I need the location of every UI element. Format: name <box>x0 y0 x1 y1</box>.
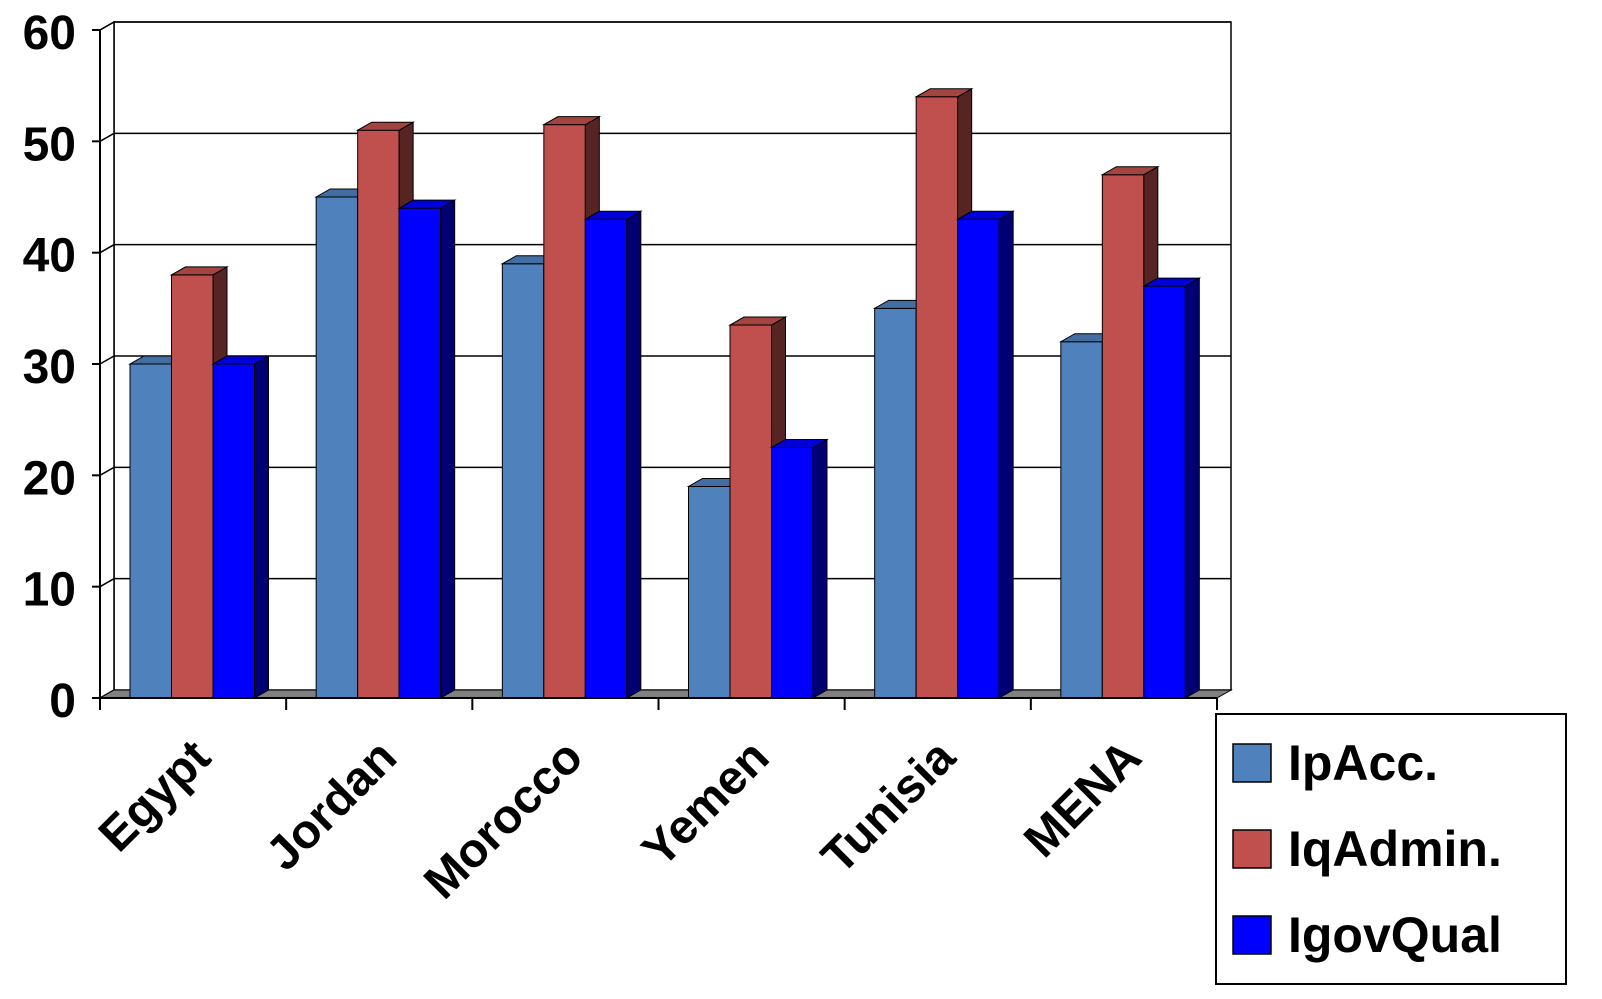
bar-side <box>998 210 1014 699</box>
x-tick-label: Morocco <box>414 730 593 909</box>
y-tick-labels: 0 10 20 30 40 50 60 <box>23 7 76 728</box>
bar-front <box>688 485 731 699</box>
x-tick-labels: Egypt Jordan Morocco Yemen Tunisia MENA <box>89 730 1152 909</box>
bar-front <box>915 96 959 699</box>
bar-top <box>1100 166 1160 176</box>
bar <box>1141 277 1202 699</box>
bar-side <box>440 199 456 699</box>
legend-label: IqAdmin. <box>1288 821 1502 877</box>
y-tick-label: 20 <box>23 452 76 505</box>
y-tick-label: 10 <box>23 564 76 617</box>
bar-front <box>315 196 359 699</box>
y-tick-label: 50 <box>23 118 76 171</box>
bar-top <box>583 210 643 220</box>
bar-top <box>169 266 229 276</box>
legend-item: IpAcc. <box>1232 735 1438 791</box>
bar-top <box>541 116 602 126</box>
gridline <box>99 577 1231 588</box>
legend-swatch <box>1232 743 1272 783</box>
gridline <box>99 466 1231 476</box>
bar-front <box>171 274 214 699</box>
bar-side <box>626 210 642 699</box>
legend-swatch <box>1232 915 1272 955</box>
legend-item: IgovQual <box>1232 907 1502 963</box>
bar-front <box>1101 174 1145 699</box>
x-tick-label: Tunisia <box>812 730 966 884</box>
bar-front <box>501 263 545 699</box>
y-tick-label: 0 <box>49 675 76 728</box>
bar-top <box>211 355 271 365</box>
bar-side <box>1184 277 1200 699</box>
legend-box <box>1215 713 1567 985</box>
bar-top <box>728 316 788 326</box>
bar-top <box>397 199 457 209</box>
legend-item: IqAdmin. <box>1232 821 1502 877</box>
bars <box>128 87 1202 699</box>
bar-front <box>771 447 814 699</box>
bar-front <box>729 324 772 699</box>
bar <box>397 199 457 699</box>
legend-label: IgovQual <box>1288 907 1502 963</box>
bar-top <box>914 88 974 98</box>
gridlines <box>99 21 1231 588</box>
bar <box>211 355 271 699</box>
bar <box>914 87 974 699</box>
y-tick-label: 40 <box>23 230 76 283</box>
bar-side <box>254 355 269 699</box>
bar <box>769 438 829 699</box>
bar-front <box>543 124 586 699</box>
bar-top <box>355 121 416 131</box>
bar-front <box>398 207 442 699</box>
axes <box>92 29 1218 710</box>
bar-front <box>874 307 917 699</box>
bar-front <box>957 218 1000 699</box>
bar-front <box>1060 341 1103 699</box>
bar-front <box>584 218 628 699</box>
bar-front <box>357 129 400 699</box>
bar <box>583 210 643 699</box>
y-tick-label: 60 <box>23 7 76 60</box>
gridline <box>99 355 1231 365</box>
x-tick-label: Yemen <box>632 730 779 877</box>
bar-front <box>1143 285 1186 699</box>
legend-swatch <box>1232 829 1272 869</box>
y-tick-label: 30 <box>23 341 76 394</box>
gridline <box>99 132 1231 142</box>
bar-top <box>1141 277 1202 287</box>
x-tick-label: Jordan <box>256 730 407 881</box>
bar-front <box>129 363 172 699</box>
gridline <box>99 243 1231 254</box>
bar-top <box>769 439 829 448</box>
x-tick-label: Egypt <box>89 730 221 862</box>
bar-front <box>212 363 255 699</box>
bar <box>955 210 1016 699</box>
x-tick-label: MENA <box>1014 730 1151 867</box>
bar-side <box>812 438 828 699</box>
legend: IpAcc. IqAdmin. IgovQual <box>1215 713 1567 985</box>
gridline <box>99 21 1231 31</box>
legend-label: IpAcc. <box>1288 735 1438 791</box>
bar-top <box>955 210 1016 220</box>
